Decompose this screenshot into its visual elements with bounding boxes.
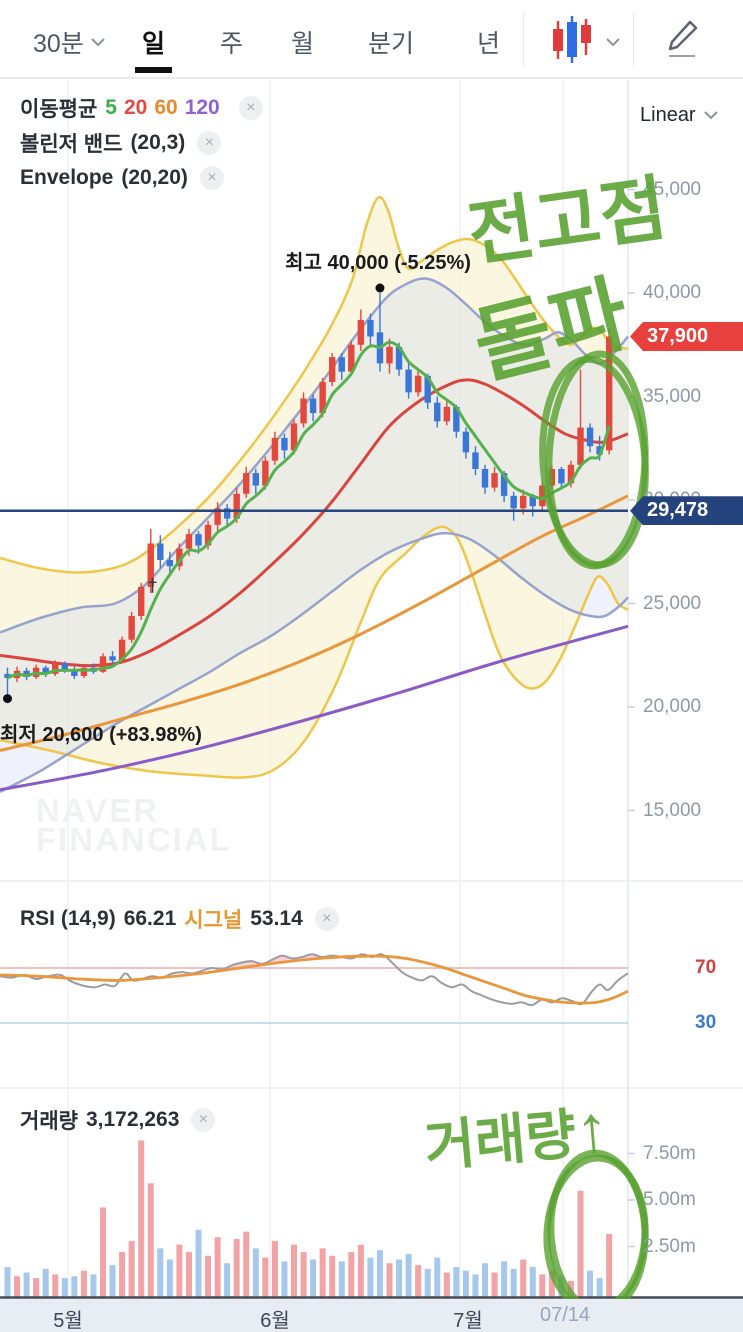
candlestick-type-icon	[551, 16, 602, 71]
ma-periods: 5 20 60 120	[105, 96, 226, 120]
scale-selector-label: Linear	[640, 104, 696, 126]
rsi-lower-level-label: 30	[695, 1012, 717, 1033]
close-icon[interactable]: ×	[314, 907, 339, 931]
rsi-upper-level-label: 70	[695, 957, 717, 978]
legend-bollinger: 볼린저 밴드 (20,3) ×	[20, 130, 222, 156]
draw-pencil-button[interactable]	[663, 18, 701, 67]
rsi-signal-value: 53.14	[250, 907, 303, 930]
toolbar-divider	[523, 12, 524, 66]
close-icon[interactable]: ×	[191, 1108, 216, 1132]
volume-legend: 거래량 3,172,263 ×	[20, 1105, 216, 1135]
pencil-icon	[663, 20, 701, 66]
toolbar-divider	[633, 12, 634, 66]
chevron-down-icon	[703, 111, 718, 120]
price-tick-35000: 35,000	[643, 385, 702, 407]
svg-text:†: †	[148, 575, 157, 596]
close-icon[interactable]: ×	[199, 166, 224, 190]
chart-toolbar: 30분 일 주 월 분기 년	[0, 0, 743, 79]
reference-price-badge: 29,478	[630, 496, 743, 526]
ma-period-60: 60	[154, 96, 178, 119]
ma-period-5: 5	[105, 96, 117, 119]
bollinger-label: 볼린저 밴드	[20, 133, 123, 156]
minute-period-dropdown[interactable]: 30분	[33, 24, 105, 60]
high-price-annotation: 최고 40,000 (-5.25%)	[285, 252, 471, 274]
date-axis-strip: 5월 6월 7월 07/14	[0, 1299, 743, 1332]
volume-tick-2.5: 2.50m	[643, 1235, 696, 1257]
date-label-7월: 7월	[453, 1310, 483, 1332]
rsi-value: 66.21	[123, 907, 177, 930]
chart-type-dropdown[interactable]	[551, 13, 620, 72]
date-label-07/14: 07/14	[539, 1304, 591, 1326]
chevron-down-icon	[606, 38, 620, 47]
close-icon[interactable]: ×	[238, 96, 263, 120]
low-price-annotation: 최저 20,600 (+83.98%)	[0, 724, 202, 746]
tab-분기[interactable]: 분기	[368, 30, 415, 58]
ma-label: 이동평균	[20, 98, 98, 121]
price-tick-15000: 15,000	[643, 799, 702, 821]
date-label-5월: 5월	[53, 1310, 83, 1332]
price-tick-45000: 45,000	[643, 178, 702, 200]
volume-title: 거래량	[20, 1110, 78, 1133]
ma-period-120: 120	[184, 96, 220, 119]
minute-period-label: 30분	[33, 30, 84, 58]
close-icon[interactable]: ×	[197, 131, 222, 155]
envelope-params: (20,20)	[121, 166, 188, 189]
price-tick-20000: 20,000	[643, 696, 702, 717]
legend-moving-average: 이동평균 5 20 60 120 ×	[20, 95, 263, 121]
tab-일[interactable]: 일	[134, 24, 173, 73]
volume-tick-7.5: 7.50m	[643, 1142, 696, 1164]
envelope-label: Envelope	[20, 166, 114, 189]
volume-tick-5: 5.00m	[643, 1189, 696, 1210]
tab-주[interactable]: 주	[220, 30, 244, 58]
naver-financial-watermark: NAVER FINANCIAL	[36, 792, 232, 858]
volume-value: 3,172,263	[85, 1108, 180, 1131]
tab-년[interactable]: 년	[477, 30, 501, 58]
rsi-title: RSI (14,9)	[20, 907, 116, 930]
price-tick-40000: 40,000	[643, 282, 702, 303]
scale-selector-dropdown[interactable]: Linear	[640, 104, 718, 127]
tab-월[interactable]: 월	[291, 30, 315, 58]
rsi-legend: RSI (14,9) 66.21 시그널 53.14 ×	[20, 904, 339, 934]
legend-envelope: Envelope (20,20) ×	[20, 165, 224, 191]
date-label-6월: 6월	[260, 1310, 290, 1332]
ma-period-20: 20	[123, 96, 148, 119]
price-tick-25000: 25,000	[643, 592, 702, 614]
chevron-down-icon	[91, 37, 105, 47]
rsi-signal-title: 시그널	[184, 909, 243, 932]
bollinger-params: (20,3)	[130, 131, 186, 154]
current-price-badge: 37,900	[630, 321, 743, 351]
